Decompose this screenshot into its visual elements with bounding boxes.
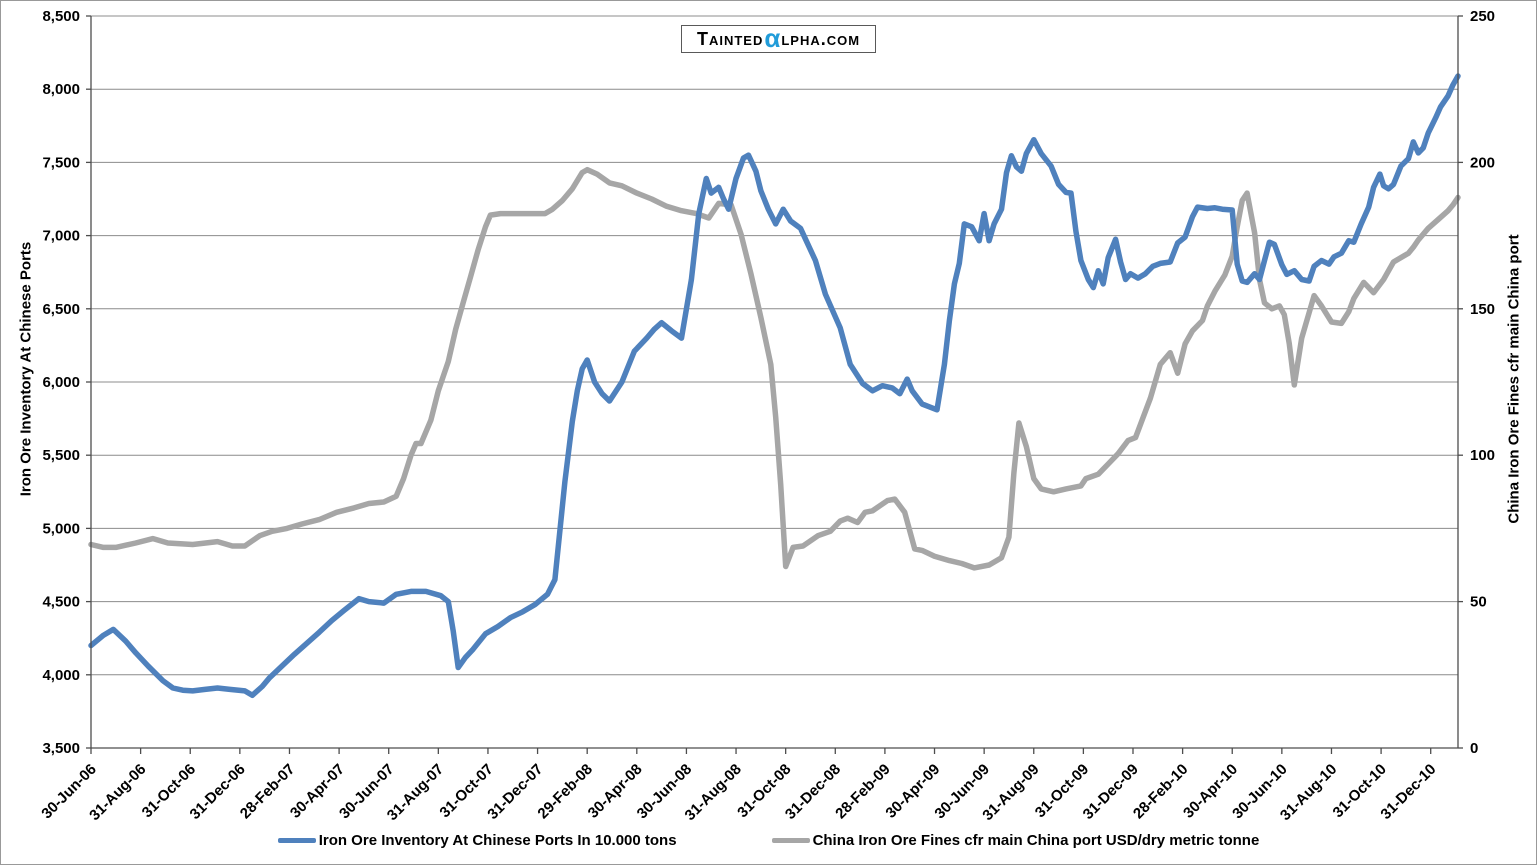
- left-axis-tick-label: 6,000: [42, 374, 80, 391]
- right-axis-tick-label: 200: [1470, 154, 1495, 171]
- left-axis-tick-label: 4,000: [42, 667, 80, 684]
- inventory-series-marker: [277, 838, 316, 843]
- left-axis-tick-label: 3,500: [42, 740, 80, 757]
- right-axis-title: China Iron Ore Fines cfr main China port: [1505, 234, 1523, 524]
- inventory-series-label: Iron Ore Inventory At Chinese Ports In 1…: [318, 832, 677, 849]
- price-series-line: [88, 166, 1461, 571]
- right-axis-tick-label: 0: [1470, 740, 1478, 757]
- left-axis-title: Iron Ore Inventory At Chinese Ports: [17, 241, 35, 497]
- left-axis-tick-label: 8,000: [42, 81, 80, 98]
- inventory-series-line: [88, 73, 1461, 699]
- legend-item-inventory: Iron Ore Inventory At Chinese Ports In 1…: [277, 832, 677, 849]
- logo-text-prefix: Tainted: [696, 29, 764, 49]
- left-axis-tick-label: 5,500: [42, 447, 80, 464]
- right-axis-tick-label: 100: [1470, 447, 1495, 464]
- right-axis-tick-label: 250: [1470, 8, 1495, 25]
- legend-item-price: China Iron Ore Fines cfr main China port…: [771, 832, 1260, 849]
- right-axis-tick-label: 50: [1470, 594, 1487, 611]
- left-axis-tick-label: 7,500: [42, 154, 80, 171]
- price-series-marker: [771, 838, 810, 843]
- price-series-label: China Iron Ore Fines cfr main China port…: [812, 832, 1260, 849]
- left-axis-tick-label: 4,500: [42, 594, 80, 611]
- left-axis-tick-label: 8,500: [42, 8, 80, 25]
- logo-text-suffix: lpha.com: [781, 29, 861, 49]
- left-axis-tick-label: 6,500: [42, 301, 80, 318]
- right-axis-tick-label: 150: [1470, 301, 1495, 318]
- chart-legend: Iron Ore Inventory At Chinese Ports In 1…: [1, 832, 1536, 849]
- left-axis-tick-label: 7,000: [42, 228, 80, 245]
- left-axis-tick-label: 5,000: [42, 520, 80, 537]
- tainted-alpha-logo: Tainted α lpha.com: [681, 25, 876, 53]
